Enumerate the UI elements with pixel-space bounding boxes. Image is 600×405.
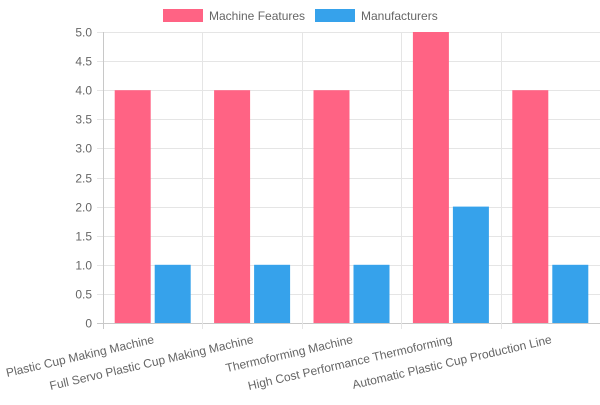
bar-machine-features[interactable] — [512, 90, 549, 323]
legend-swatch-machine-features — [163, 9, 203, 22]
y-tick-label: 4.5 — [75, 55, 92, 69]
bar-manufacturers[interactable] — [254, 264, 291, 323]
y-tick-label: 5.0 — [75, 26, 92, 40]
bar-machine-features[interactable] — [214, 90, 251, 323]
y-tick-label: 1.5 — [75, 230, 92, 244]
y-tick-label: 3.5 — [75, 113, 92, 127]
y-tick-label: 1.0 — [75, 259, 92, 273]
bar-manufacturers[interactable] — [552, 264, 589, 323]
bar-manufacturers[interactable] — [452, 206, 489, 323]
bar-manufacturers[interactable] — [353, 264, 390, 323]
legend-swatch-manufacturers — [315, 9, 355, 22]
legend: Machine Features Manufacturers — [163, 9, 438, 23]
y-tick-label: 2.0 — [75, 201, 92, 215]
legend-label-machine-features: Machine Features — [209, 9, 305, 23]
bar-machine-features[interactable] — [114, 90, 151, 323]
y-tick-label: 4.0 — [75, 84, 92, 98]
bars — [114, 32, 589, 323]
y-tick-label: 3.0 — [75, 142, 92, 156]
legend-item-machine-features[interactable]: Machine Features — [163, 9, 305, 23]
y-tick-label: 0.5 — [75, 288, 92, 302]
bar-machine-features[interactable] — [412, 32, 449, 323]
y-axis-tick-labels: 0 0.5 1.0 1.5 2.0 2.5 3.0 3.5 4.0 4.5 5.0 — [75, 26, 92, 331]
y-tick-label: 2.5 — [75, 172, 92, 186]
y-tick-label: 0 — [85, 317, 92, 331]
legend-label-manufacturers: Manufacturers — [361, 9, 438, 23]
bar-manufacturers[interactable] — [154, 264, 191, 323]
bar-machine-features[interactable] — [313, 90, 350, 323]
legend-item-manufacturers[interactable]: Manufacturers — [315, 9, 438, 23]
